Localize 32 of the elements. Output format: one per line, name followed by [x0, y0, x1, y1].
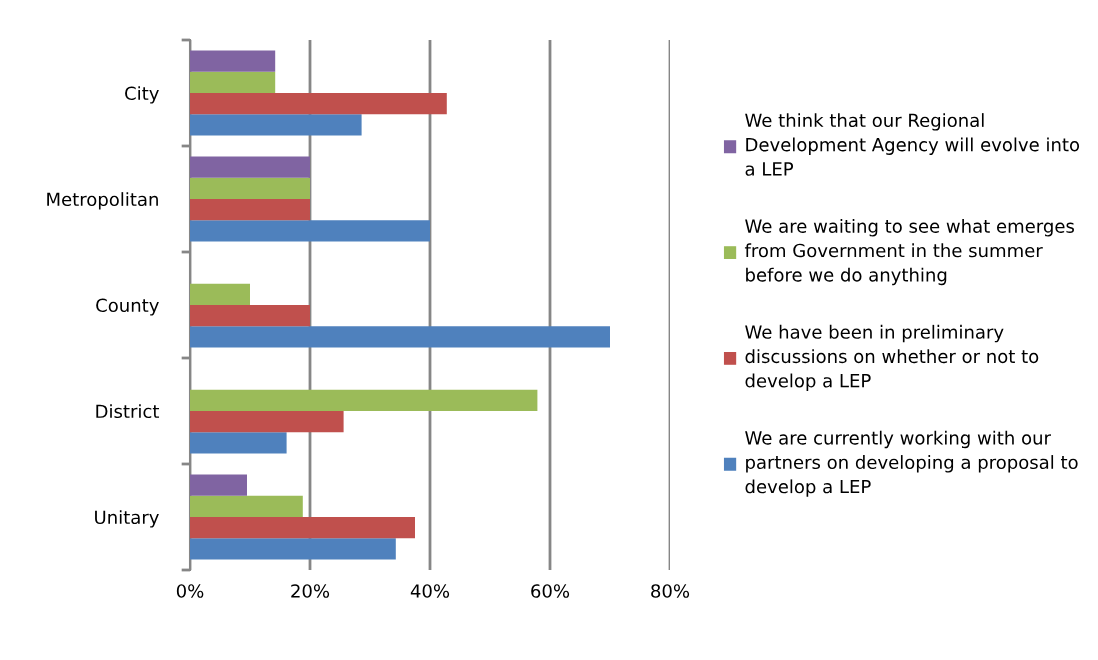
y-tick-label: Metropolitan — [47, 192, 158, 210]
bar — [190, 305, 310, 327]
bar — [190, 517, 415, 539]
bar — [190, 495, 303, 517]
bar — [190, 326, 610, 348]
x-tick-label: 40% — [410, 584, 450, 598]
bar — [190, 93, 447, 115]
legend-label: We are waiting to see what emerges from Government in the summer before we do anything — [744, 219, 1074, 286]
bar — [190, 432, 287, 454]
y-tick-label: District — [96, 404, 160, 419]
legend-label: We have been in preliminary discussions on whether or not to develop a LEP — [745, 324, 1039, 391]
bar — [190, 71, 276, 93]
legend-label: We think that our Regional Development Agency will evolve into a LEP — [745, 113, 1080, 176]
y-tick-label: County — [96, 298, 159, 316]
bar — [190, 389, 538, 411]
bar — [190, 411, 344, 433]
legend-label: We are currently working with our partners on developing a proposal to develop a LEP — [745, 430, 1078, 497]
bar — [190, 156, 310, 178]
bar — [190, 474, 247, 496]
x-tick-label: 0% — [176, 584, 204, 598]
bar — [190, 177, 310, 199]
bar — [190, 199, 310, 221]
x-tick-label: 80% — [651, 584, 690, 598]
bar — [190, 283, 250, 305]
x-tick-label: 20% — [291, 584, 330, 598]
bar — [190, 220, 430, 242]
bar — [190, 114, 362, 136]
x-tick-label: 60% — [531, 584, 570, 598]
y-tick-label: City — [125, 86, 159, 104]
bar — [190, 538, 396, 560]
y-tick-label: Unitary — [95, 510, 159, 528]
bar — [190, 50, 276, 72]
